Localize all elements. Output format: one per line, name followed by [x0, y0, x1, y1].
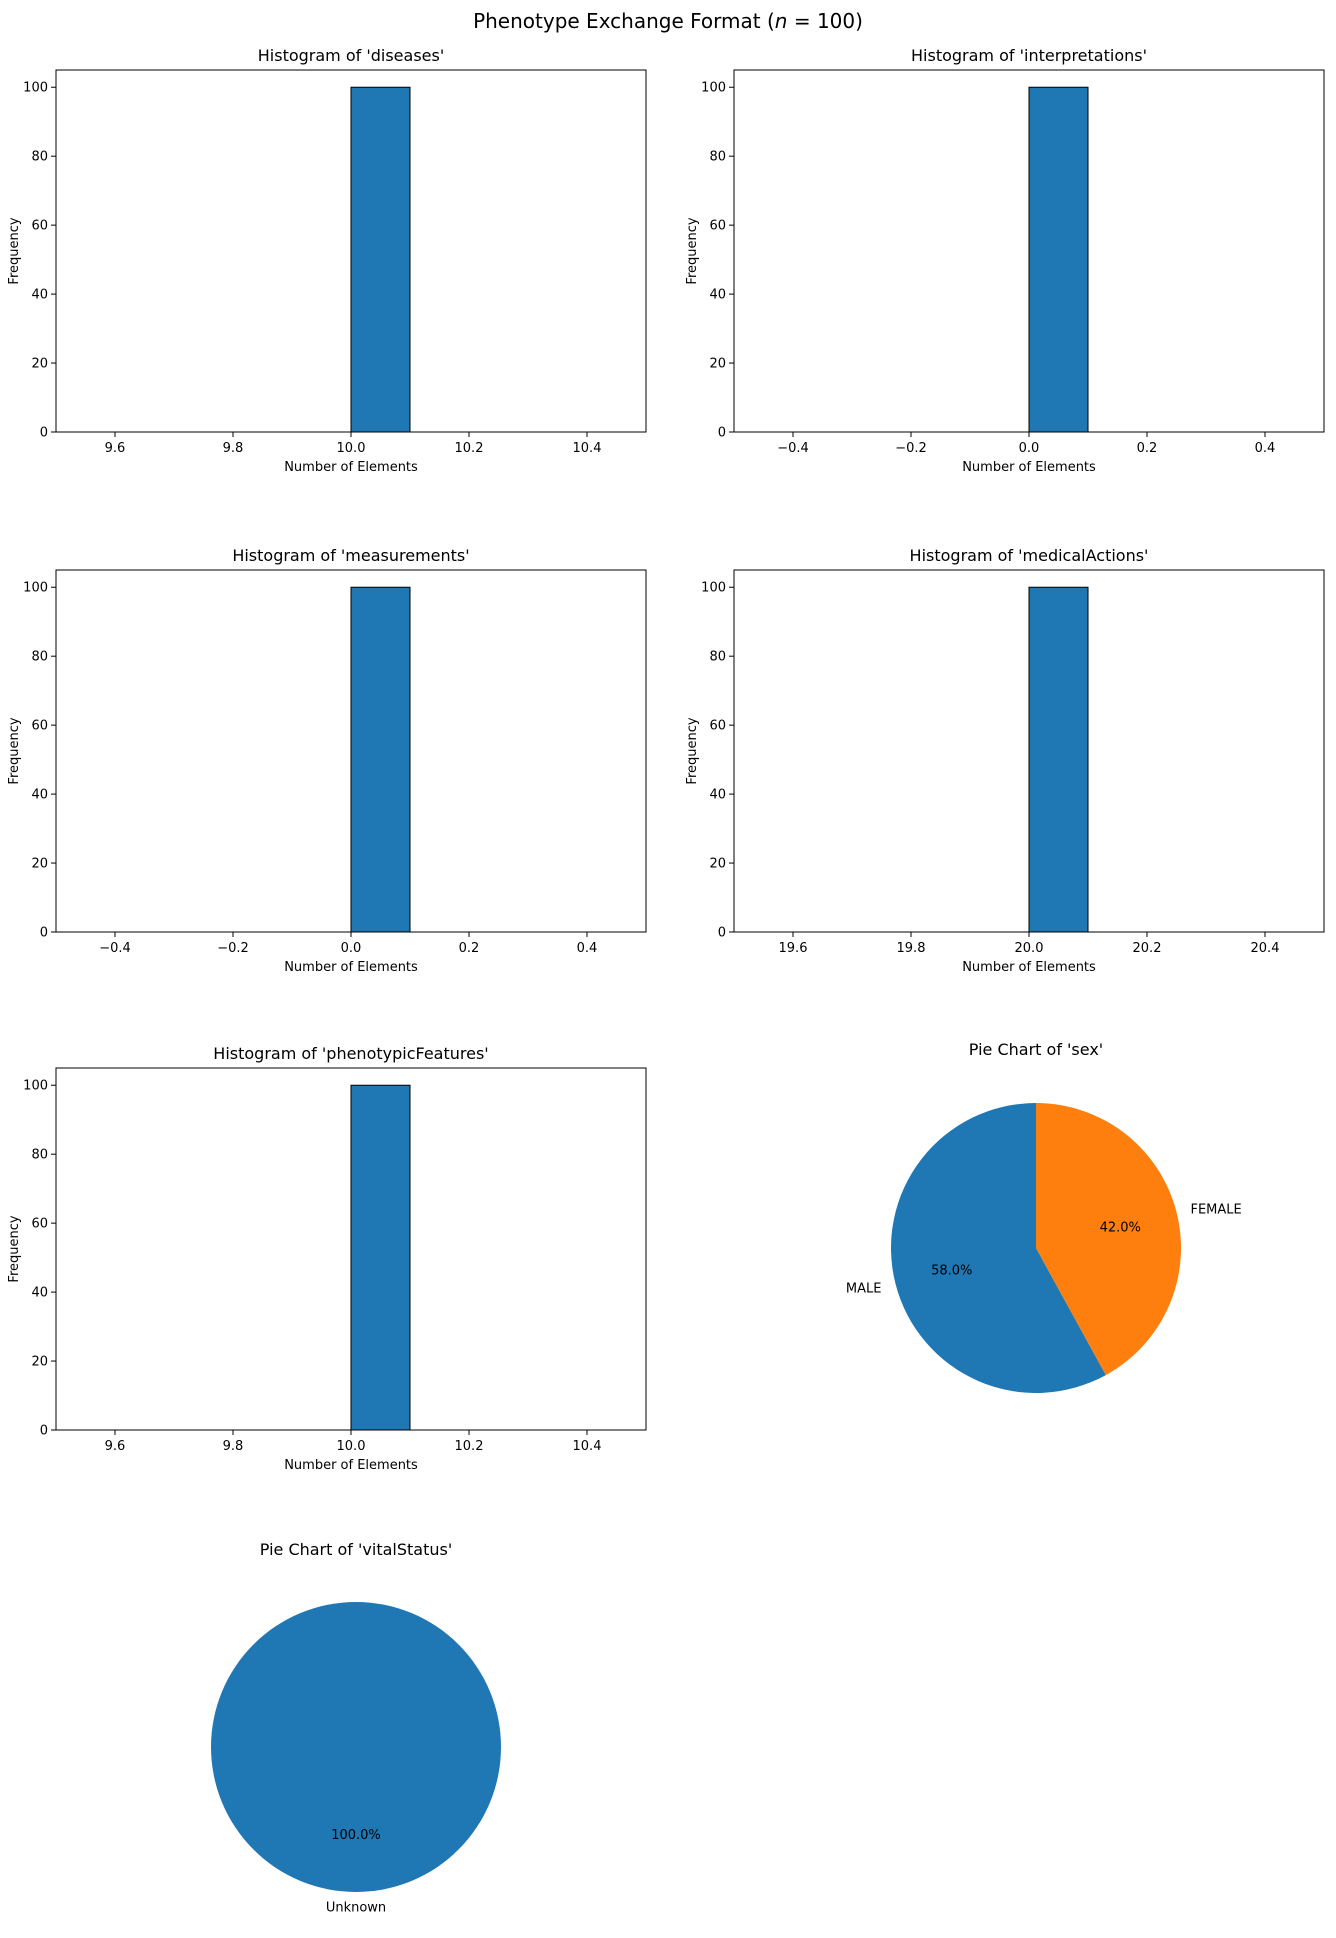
y-tick-label: 80 [31, 650, 48, 665]
y-tick-label: 0 [718, 426, 726, 441]
y-tick-label: 100 [23, 1079, 48, 1094]
y-tick-label: 20 [31, 1355, 48, 1370]
y-tick-label: 40 [709, 288, 726, 303]
x-tick-label: 10.2 [455, 441, 484, 456]
x-tick-label: 20.4 [1251, 941, 1280, 956]
x-tick-label: 0.4 [1255, 441, 1276, 456]
x-tick-label: 19.8 [897, 941, 926, 956]
x-tick-label: 0.0 [1019, 441, 1040, 456]
figure-title-main: Phenotype Exchange Format ( [473, 9, 775, 33]
y-tick-label: 0 [40, 1424, 48, 1439]
y-axis-label: Frequency [7, 1215, 22, 1282]
y-tick-label: 20 [31, 857, 48, 872]
y-tick-label: 60 [31, 219, 48, 234]
x-tick-label: 0.2 [1137, 441, 1158, 456]
x-tick-label: 9.8 [223, 1439, 244, 1454]
y-tick-label: 100 [23, 81, 48, 96]
x-axis-label: Number of Elements [962, 960, 1096, 975]
pie-slice-label: FEMALE [1190, 1202, 1241, 1217]
y-tick-label: 20 [31, 357, 48, 372]
pie-percent-label: 58.0% [931, 1264, 972, 1279]
histogram-4: 9.6 9.8 10.0 10.2 10.4 0 20 40 60 80 100 Histogram … [7, 1044, 647, 1473]
x-axis-label: Number of Elements [284, 960, 418, 975]
chart-title: Histogram of 'interpretations' [911, 46, 1147, 65]
x-tick-label: 0.4 [577, 941, 598, 956]
y-tick-label: 60 [31, 1217, 48, 1232]
y-tick-label: 0 [40, 926, 48, 941]
y-tick-label: 60 [709, 719, 726, 734]
x-axis-label: Number of Elements [284, 460, 418, 475]
histogram-1: −0.4 −0.2 0.0 0.2 0.4 0 20 40 60 80 100 Histogram o… [685, 46, 1325, 475]
x-tick-label: 20.2 [1133, 941, 1162, 956]
y-tick-label: 80 [31, 1148, 48, 1163]
pie-slice [1036, 1103, 1181, 1376]
x-tick-label: 0.0 [341, 941, 362, 956]
y-tick-label: 40 [709, 788, 726, 803]
x-tick-label: 0.2 [459, 941, 480, 956]
x-tick-label: 9.8 [223, 441, 244, 456]
histogram-3: 19.6 19.8 20.0 20.2 20.4 0 20 40 60 80 100 Histogra… [685, 546, 1325, 975]
histogram-bar [350, 1084, 411, 1431]
histogram-2: −0.4 −0.2 0.0 0.2 0.4 0 20 40 60 80 100 Histogram o… [7, 546, 647, 975]
chart-title: Histogram of 'measurements' [232, 546, 469, 565]
chart-title: Pie Chart of 'sex' [969, 1040, 1103, 1059]
x-axis-label: Number of Elements [962, 460, 1096, 475]
x-tick-label: −0.4 [99, 941, 131, 956]
figure-title-rest: = 100) [787, 9, 862, 33]
pie-chart-6: Pie Chart of 'vitalStatus' Unknown 100.0% [211, 1540, 501, 1916]
x-tick-label: 10.2 [455, 1439, 484, 1454]
x-tick-label: 10.4 [573, 1439, 602, 1454]
y-tick-label: 20 [709, 357, 726, 372]
histogram-bar [350, 86, 411, 433]
y-tick-label: 100 [701, 81, 726, 96]
y-tick-label: 100 [23, 581, 48, 596]
y-axis-label: Frequency [685, 717, 700, 784]
x-tick-label: 10.4 [573, 441, 602, 456]
y-tick-label: 60 [31, 719, 48, 734]
x-tick-label: −0.2 [217, 941, 249, 956]
x-tick-label: 19.6 [779, 941, 808, 956]
pie-slice [890, 1103, 1106, 1393]
pie-percent-label: 42.0% [1100, 1220, 1141, 1235]
pie-chart-5: Pie Chart of 'sex' MALE 58.0% FEMALE 42.0% [846, 1040, 1242, 1393]
x-tick-label: −0.2 [895, 441, 927, 456]
figure-title: Phenotype Exchange Format (n = 100) [473, 9, 863, 33]
x-tick-label: 20.0 [1015, 941, 1044, 956]
x-tick-label: 9.6 [105, 1439, 126, 1454]
x-tick-label: 10.0 [337, 441, 366, 456]
histogram-0: 9.6 9.8 10.0 10.2 10.4 0 20 40 60 80 100 Histogram … [7, 46, 647, 475]
pie-slice-label: Unknown [326, 1901, 386, 1916]
histogram-bar [350, 586, 411, 933]
y-tick-label: 40 [31, 788, 48, 803]
chart-title: Pie Chart of 'vitalStatus' [260, 1540, 452, 1559]
pie-slice [211, 1602, 501, 1892]
pie-slice-label: MALE [846, 1282, 882, 1297]
chart-title: Histogram of 'diseases' [258, 46, 445, 65]
y-tick-label: 0 [718, 926, 726, 941]
chart-title: Histogram of 'phenotypicFeatures' [213, 1044, 488, 1063]
y-tick-label: 40 [31, 1286, 48, 1301]
y-axis-label: Frequency [685, 217, 700, 284]
y-tick-label: 100 [701, 581, 726, 596]
y-tick-label: 80 [709, 150, 726, 165]
x-axis-label: Number of Elements [284, 1458, 418, 1473]
subplots-grid: 9.6 9.8 10.0 10.2 10.4 0 20 40 60 80 100 Histogram … [7, 46, 1325, 1916]
pie-percent-label: 100.0% [331, 1828, 381, 1843]
x-tick-label: 10.0 [337, 1439, 366, 1454]
y-tick-label: 40 [31, 288, 48, 303]
y-axis-label: Frequency [7, 717, 22, 784]
y-tick-label: 80 [31, 150, 48, 165]
y-tick-label: 80 [709, 650, 726, 665]
x-tick-label: −0.4 [777, 441, 809, 456]
histogram-bar [1028, 586, 1089, 933]
chart-title: Histogram of 'medicalActions' [910, 546, 1149, 565]
x-tick-label: 9.6 [105, 441, 126, 456]
y-tick-label: 0 [40, 426, 48, 441]
y-tick-label: 60 [709, 219, 726, 234]
y-axis-label: Frequency [7, 217, 22, 284]
figure-title-variable: n [775, 9, 788, 33]
histogram-bar [1028, 86, 1089, 433]
y-tick-label: 20 [709, 857, 726, 872]
